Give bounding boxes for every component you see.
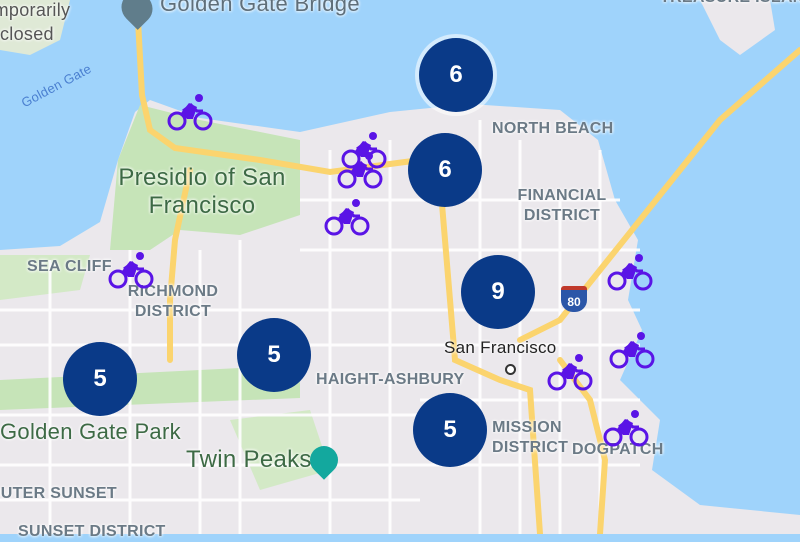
highway-101-bridge	[135, 17, 423, 176]
bike-station-marker[interactable]	[603, 409, 649, 447]
interstate-80-shield-icon: 80	[561, 286, 587, 312]
bicycle-icon	[108, 252, 154, 289]
label-sunset-district: SUNSET DISTRICT	[18, 523, 166, 540]
bicycle-icon	[324, 199, 370, 236]
bicycle-icon	[607, 254, 653, 291]
label-presidio: Presidio of San Francisco	[118, 164, 286, 219]
bicycle-icon	[547, 354, 593, 391]
bicycle-icon	[603, 410, 649, 447]
cluster-marker[interactable]: 5	[413, 393, 487, 467]
bike-station-marker[interactable]	[547, 353, 593, 391]
label-mission-district: MISSION DISTRICT	[492, 419, 569, 456]
label-haight-ashbury: HAIGHT-ASHBURY	[316, 371, 465, 388]
cluster-count: 5	[93, 365, 107, 392]
cluster-count: 5	[443, 416, 457, 443]
label-twin-peaks: Twin Peaks	[186, 446, 312, 473]
cluster-count: 6	[438, 156, 452, 183]
cluster-count: 6	[449, 61, 463, 88]
cluster-marker[interactable]: 5	[237, 318, 311, 392]
highway-presidio	[167, 167, 193, 363]
bicycle-icon	[337, 152, 383, 189]
cluster-count: 9	[491, 278, 505, 305]
bicycle-icon	[167, 94, 213, 131]
label-closed: closed	[0, 24, 54, 44]
label-temporarily: Temporarily	[0, 0, 71, 20]
cluster-marker[interactable]: 6	[408, 133, 482, 207]
bike-station-marker[interactable]	[607, 253, 653, 291]
bike-station-marker[interactable]	[609, 331, 655, 369]
label-sea-cliff: SEA CLIFF	[27, 258, 112, 275]
park-twin-peaks	[230, 410, 330, 490]
bike-station-marker[interactable]	[337, 151, 383, 189]
cluster-marker[interactable]: 9	[461, 255, 535, 329]
highway-van-ness	[437, 177, 543, 534]
bike-station-marker[interactable]	[167, 93, 213, 131]
label-north-beach: NORTH BEACH	[492, 120, 614, 137]
land-marin	[0, 0, 70, 55]
land-treasure-island	[700, 0, 775, 55]
label-golden-gate-park: Golden Gate Park	[0, 419, 181, 444]
cluster-marker[interactable]: 5	[63, 342, 137, 416]
cluster-count: 5	[267, 341, 281, 368]
label-san-francisco: San Francisco	[444, 338, 557, 357]
park-presidio	[110, 105, 300, 250]
label-richmond-district: RICHMOND DISTRICT	[127, 283, 219, 320]
park-lands-end	[0, 255, 90, 300]
highway-i80	[517, 47, 800, 343]
label-golden-gate-bridge: Golden Gate Bridge	[160, 0, 360, 16]
label-outer-sunset: OUTER SUNSET	[0, 485, 117, 502]
city-dot-icon	[505, 364, 516, 375]
bicycle-icon	[609, 332, 655, 369]
label-treasure-island: TREASURE ISLAND	[660, 0, 800, 8]
bike-station-marker[interactable]	[324, 198, 370, 236]
bike-station-marker[interactable]	[108, 251, 154, 289]
label-financial-district: FINANCIAL DISTRICT	[517, 187, 607, 224]
cluster-marker[interactable]: 6	[419, 38, 493, 112]
